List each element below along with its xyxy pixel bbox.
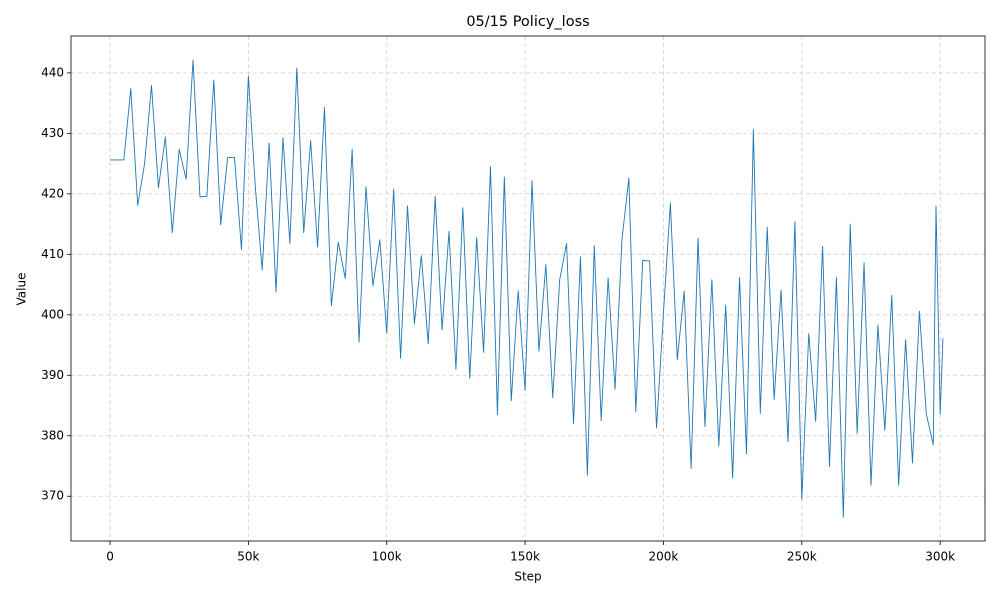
x-axis-label: Step xyxy=(514,570,541,584)
y-axis-label: Value xyxy=(15,273,29,306)
x-tick-label: 50k xyxy=(237,550,259,564)
y-tick-label: 380 xyxy=(41,428,64,442)
y-tick-label: 370 xyxy=(41,489,64,503)
x-tick-label: 0 xyxy=(106,550,114,564)
y-tick-label: 390 xyxy=(41,368,64,382)
y-tick-label: 410 xyxy=(41,247,64,261)
x-tick-label: 300k xyxy=(925,550,955,564)
x-tick-label: 250k xyxy=(787,550,817,564)
y-tick-label: 420 xyxy=(41,186,64,200)
plot-frame xyxy=(70,35,986,542)
y-tick-label: 400 xyxy=(41,307,64,321)
chart-title: 05/15 Policy_loss xyxy=(466,14,589,30)
x-tick-label: 150k xyxy=(510,550,540,564)
y-tick-label: 430 xyxy=(41,126,64,140)
data-line xyxy=(110,59,944,518)
y-tick-label: 440 xyxy=(41,65,64,79)
x-tick-label: 200k xyxy=(649,550,679,564)
x-tick-label: 100k xyxy=(372,550,402,564)
